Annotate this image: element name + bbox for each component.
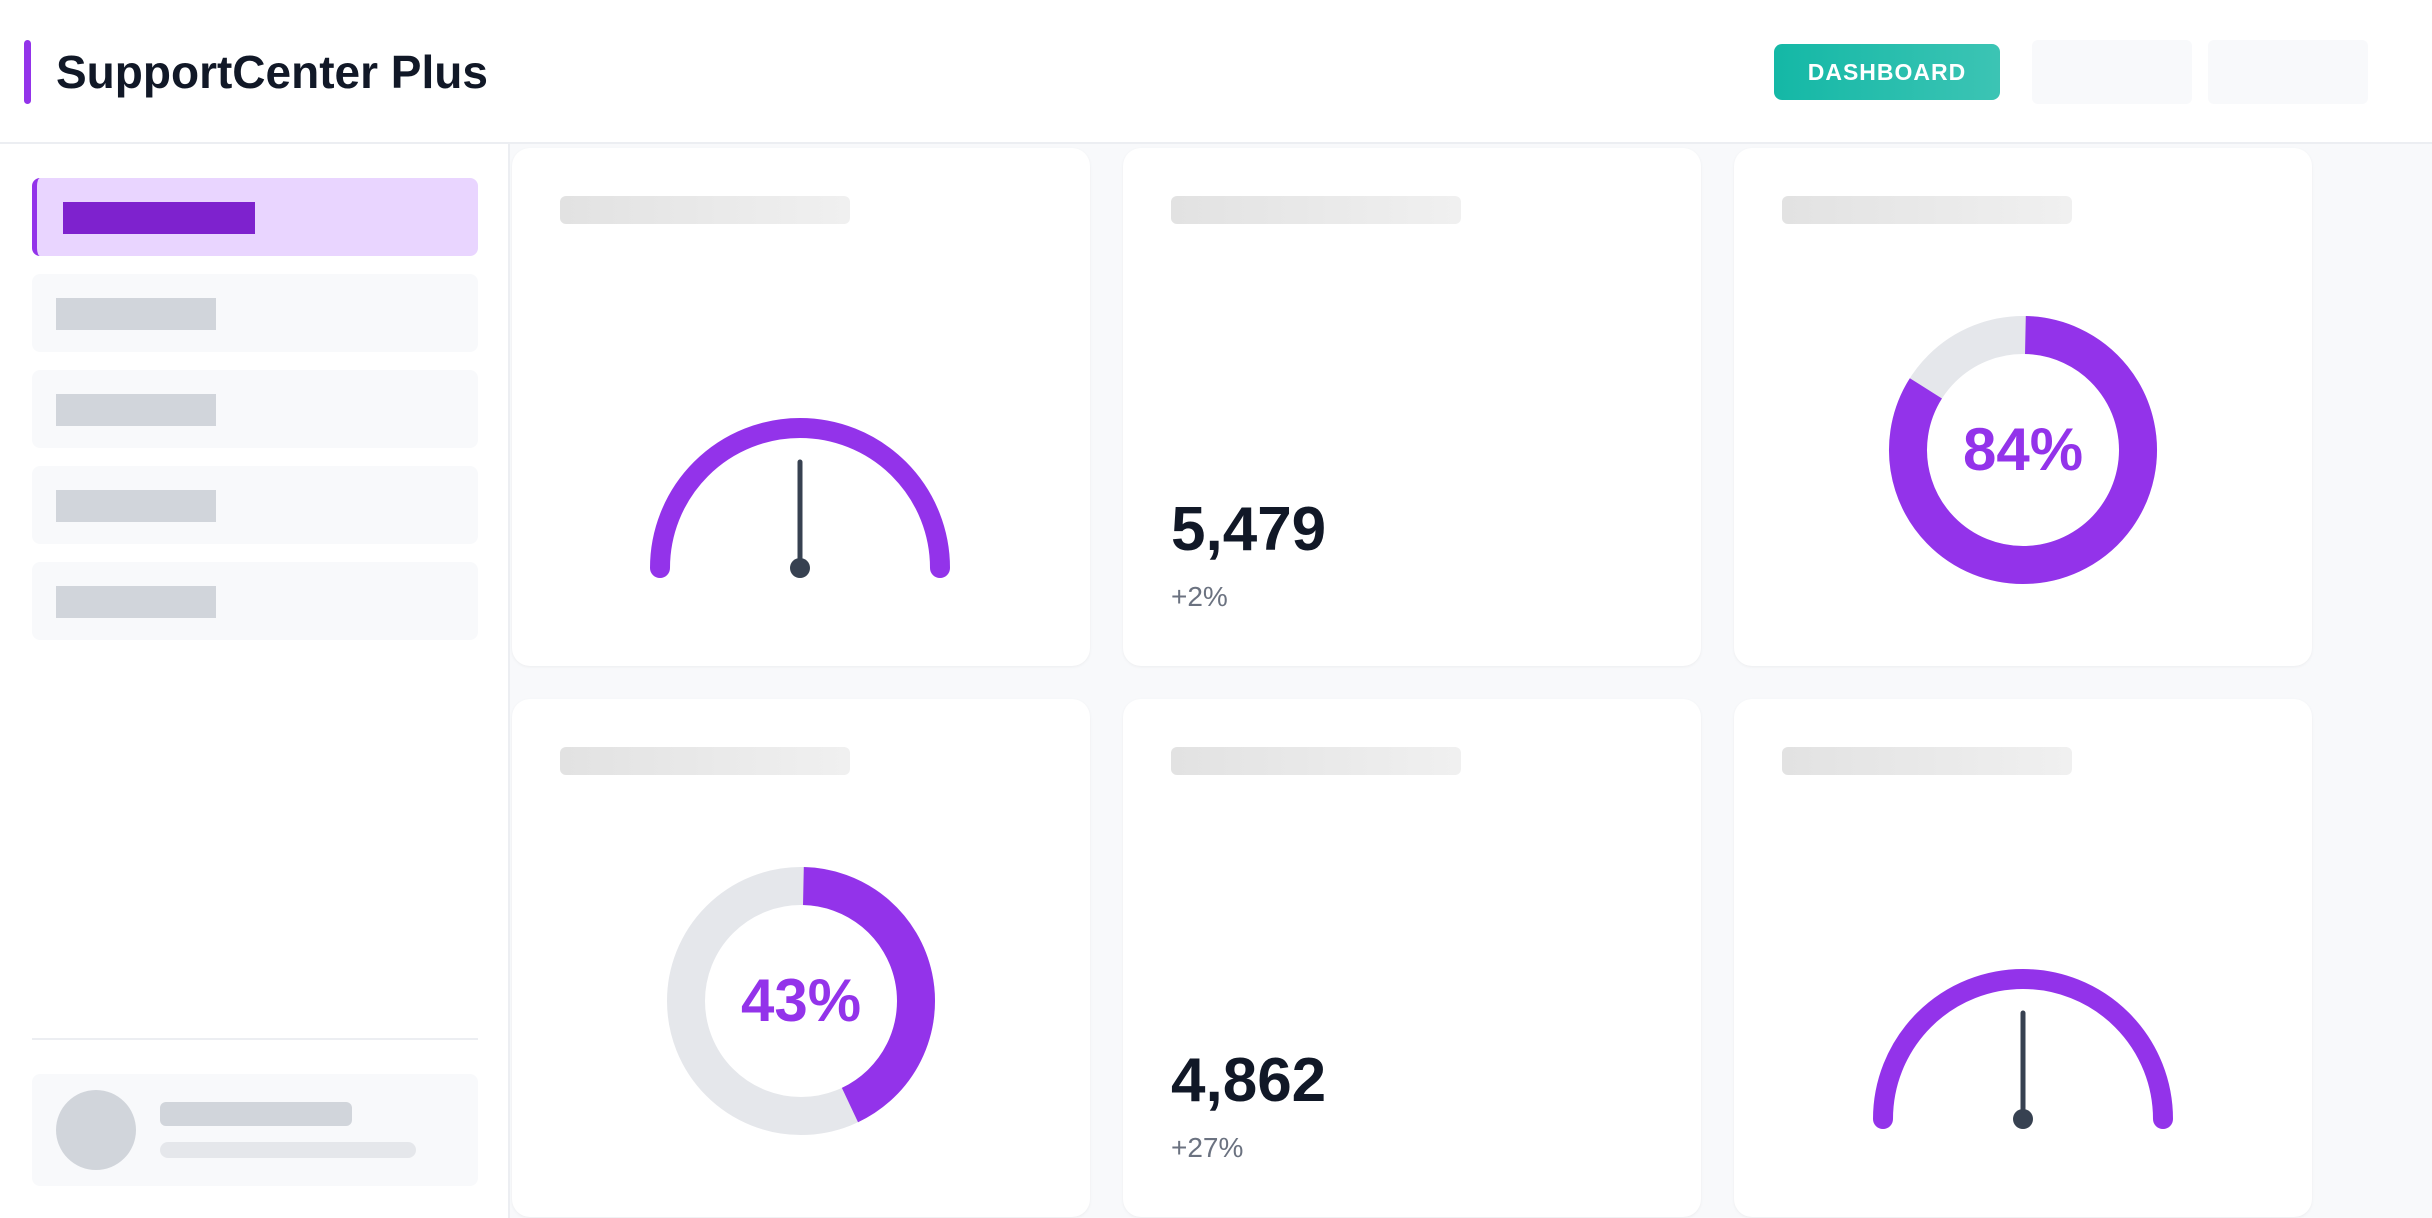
card-title-placeholder — [1171, 196, 1461, 224]
donut-card-2: 43% — [512, 699, 1090, 1217]
gauge-card-2 — [1734, 699, 2312, 1217]
kpi-card-2: 4,862 +27% — [1123, 699, 1701, 1217]
user-name-placeholder — [160, 1102, 352, 1126]
dashboard-button[interactable]: DASHBOARD — [1774, 44, 2000, 100]
donut-arc — [802, 867, 935, 1123]
header-action-placeholder-2[interactable] — [2208, 40, 2368, 104]
app-title: SupportCenter Plus — [56, 46, 488, 98]
sidebar-item-label-placeholder — [56, 394, 216, 426]
donut-card-1: 84% — [1734, 148, 2312, 666]
donut-percent-label: 43% — [741, 967, 861, 1034]
gauge-arc — [650, 418, 950, 578]
sidebar-item-active[interactable] — [32, 178, 478, 256]
sidebar-item-2[interactable] — [32, 274, 478, 352]
sidebar-item-label-placeholder — [56, 586, 216, 618]
sidebar-divider — [32, 1038, 478, 1040]
sidebar-item-label-placeholder — [56, 490, 216, 522]
sidebar-item-label-placeholder — [63, 202, 255, 234]
gauge-chart-1 — [650, 418, 950, 578]
card-title-placeholder — [560, 747, 850, 775]
donut-chart-2: 43% — [667, 867, 935, 1135]
card-title-placeholder — [1782, 747, 2072, 775]
kpi-value: 5,479 — [1171, 495, 1327, 564]
gauge-pivot — [2013, 1109, 2033, 1129]
gauge-pivot — [790, 558, 810, 578]
gauge-arc — [1873, 969, 2173, 1129]
top-header: SupportCenter Plus DASHBOARD — [0, 0, 2432, 144]
gauge-card-1 — [512, 148, 1090, 666]
kpi-delta: +2% — [1171, 581, 1228, 612]
card-title-placeholder — [1171, 747, 1461, 775]
donut-arc — [1889, 316, 2157, 584]
user-profile[interactable] — [32, 1074, 478, 1186]
sidebar — [0, 144, 510, 1218]
sidebar-item-label-placeholder — [56, 298, 216, 330]
user-role-placeholder — [160, 1142, 416, 1158]
kpi-value: 4,862 — [1171, 1046, 1327, 1115]
kpi-card-1: 5,479 +2% — [1123, 148, 1701, 666]
sidebar-item-3[interactable] — [32, 370, 478, 448]
sidebar-item-4[interactable] — [32, 466, 478, 544]
avatar — [56, 1090, 136, 1170]
donut-chart-1: 84% — [1889, 316, 2157, 584]
brand-accent-bar — [24, 40, 31, 104]
card-title-placeholder — [560, 196, 850, 224]
sidebar-item-5[interactable] — [32, 562, 478, 640]
donut-percent-label: 84% — [1963, 416, 2083, 483]
gauge-chart-2 — [1873, 969, 2173, 1129]
card-title-placeholder — [1782, 196, 2072, 224]
header-action-placeholder-1[interactable] — [2032, 40, 2192, 104]
kpi-delta: +27% — [1171, 1132, 1244, 1163]
